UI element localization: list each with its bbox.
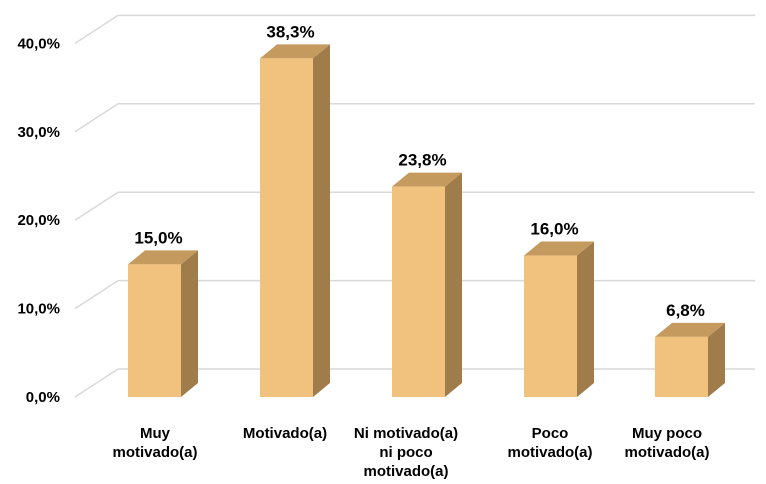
category-label-line: Poco [532,425,569,442]
bar-top [392,172,462,187]
category-label: Motivado(a) [243,425,327,442]
category-label-line: motivado(a) [624,444,709,461]
y-tick-label: 30,0% [17,124,60,141]
category-label-line: Motivado(a) [243,425,327,442]
gridline-depth [74,14,119,45]
bars [128,44,725,397]
bar [392,172,462,397]
category-label-line: Muy poco [632,425,702,442]
category-labels: Muy motivado(a) Motivado(a) Ni motivado(a) n… [112,425,709,480]
bar-side [445,172,462,397]
bar [655,322,725,397]
bar-top [655,322,725,337]
y-tick-label: 20,0% [17,212,60,229]
y-tick-label: 40,0% [17,35,60,52]
bar-front [655,336,708,397]
category-label: Muy poco motivado(a) [624,425,709,461]
category-label-line: motivado(a) [112,444,197,461]
data-label: 38,3% [266,22,314,41]
category-label-line: Ni motivado(a) [354,425,458,442]
y-axis-tick-labels: 0,0% 10,0% 20,0% 30,0% 40,0% [17,35,60,406]
y-tick-label: 0,0% [26,389,60,406]
bar-front [260,58,313,397]
bar-side [313,44,330,397]
data-label: 23,8% [398,151,446,170]
category-label-line: ni poco [379,444,432,461]
category-label: Poco motivado(a) [507,425,592,461]
bar-top [524,241,594,256]
category-label-line: motivado(a) [507,444,592,461]
bar-front [524,255,577,397]
gridline-depth [74,279,119,310]
bar [260,44,330,397]
data-labels: 15,0% 38,3% 23,8% 16,0% 6,8% [134,22,704,319]
data-label: 6,8% [666,301,705,320]
data-label: 15,0% [134,228,182,247]
bar [524,241,594,397]
bar-side [708,322,725,397]
gridline-depth [74,368,119,398]
bar-front [128,264,181,397]
gridline-depth [74,191,119,221]
category-label-line: Muy [140,425,171,442]
bar-top [128,250,198,265]
bar [128,250,198,397]
y-tick-label: 10,0% [17,301,60,318]
category-label-line: motivado(a) [363,463,448,480]
bar-front [392,186,445,397]
category-label: Muy motivado(a) [112,425,197,461]
bar-side [181,250,198,397]
data-label: 16,0% [530,220,578,239]
category-label: Ni motivado(a) ni poco motivado(a) [354,425,458,480]
gridline-depth [74,103,119,133]
bar-top [260,44,330,59]
bar-side [577,241,594,397]
